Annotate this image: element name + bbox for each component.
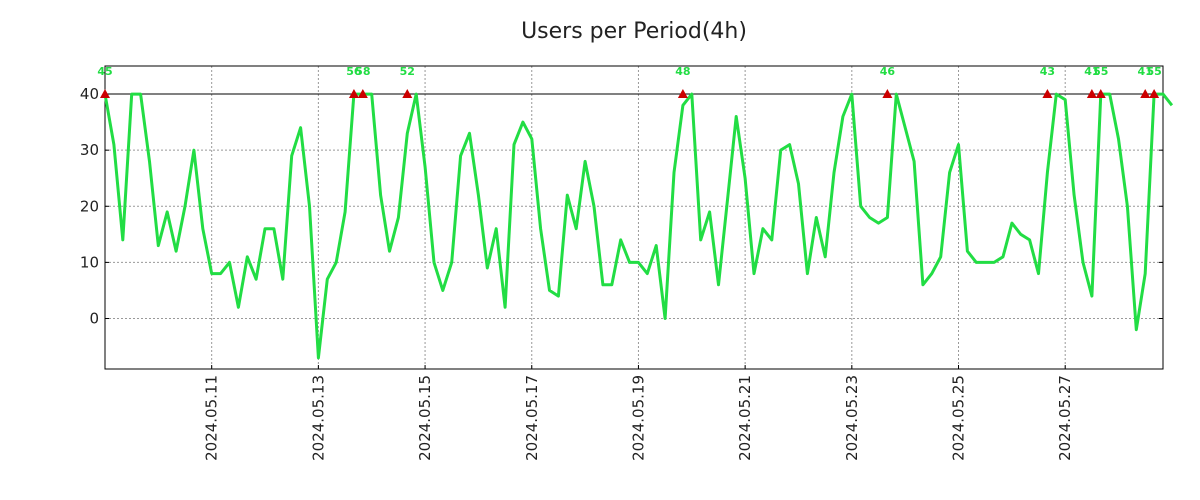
x-tick-label: 2024.05.23	[843, 375, 861, 461]
peak-label: 55	[1093, 65, 1108, 78]
y-tick-label: 40	[80, 85, 99, 103]
peak-marker	[882, 89, 893, 99]
plot-area-frame	[104, 65, 1164, 370]
peak-marker	[402, 89, 413, 99]
y-tick-label: 0	[89, 310, 99, 328]
chart-title: Users per Period(4h)	[521, 19, 747, 44]
peak-label: 41	[1084, 65, 1099, 78]
series-layer	[103, 92, 1174, 360]
x-tick-label: 2024.05.17	[523, 375, 541, 461]
peak-label: 45	[97, 65, 112, 78]
x-tick-label: 2024.05.19	[629, 375, 647, 461]
series-line-users	[103, 92, 1174, 360]
y-tick-label: 20	[80, 197, 99, 215]
x-tick-label: 2024.05.11	[203, 375, 221, 461]
x-tick-label: 2024.05.13	[309, 375, 327, 461]
x-tick-label: 2024.05.21	[736, 375, 754, 461]
peak-label: 55	[1146, 65, 1161, 78]
peak-marker	[1086, 89, 1097, 99]
peak-marker	[1149, 89, 1160, 99]
peak-marker	[677, 89, 688, 99]
peak-label: 58	[355, 65, 370, 78]
peak-label: 48	[675, 65, 690, 78]
peak-label: 56	[346, 65, 362, 78]
peak-label: 41	[1138, 65, 1153, 78]
x-tick-label: 2024.05.27	[1056, 375, 1074, 461]
peak-label: 43	[1040, 65, 1055, 78]
x-tick-label: 2024.05.15	[416, 375, 434, 461]
grid-layer	[105, 66, 1163, 369]
peak-marker	[1140, 89, 1151, 99]
peak-marker	[100, 89, 110, 99]
peak-label: 46	[880, 65, 896, 78]
peak-marker	[1042, 89, 1053, 99]
y-tick-label: 10	[80, 253, 99, 271]
x-axis-ticks: 2024.05.11 2024.05.13 2024.05.15 2024.05.17…	[203, 365, 1074, 461]
peak-marker	[357, 89, 368, 99]
peak-label: 52	[400, 65, 415, 78]
y-tick-label: 30	[80, 141, 99, 159]
peak-marker	[1095, 89, 1106, 99]
x-tick-label: 2024.05.25	[950, 375, 968, 461]
peak-marker	[348, 89, 359, 99]
